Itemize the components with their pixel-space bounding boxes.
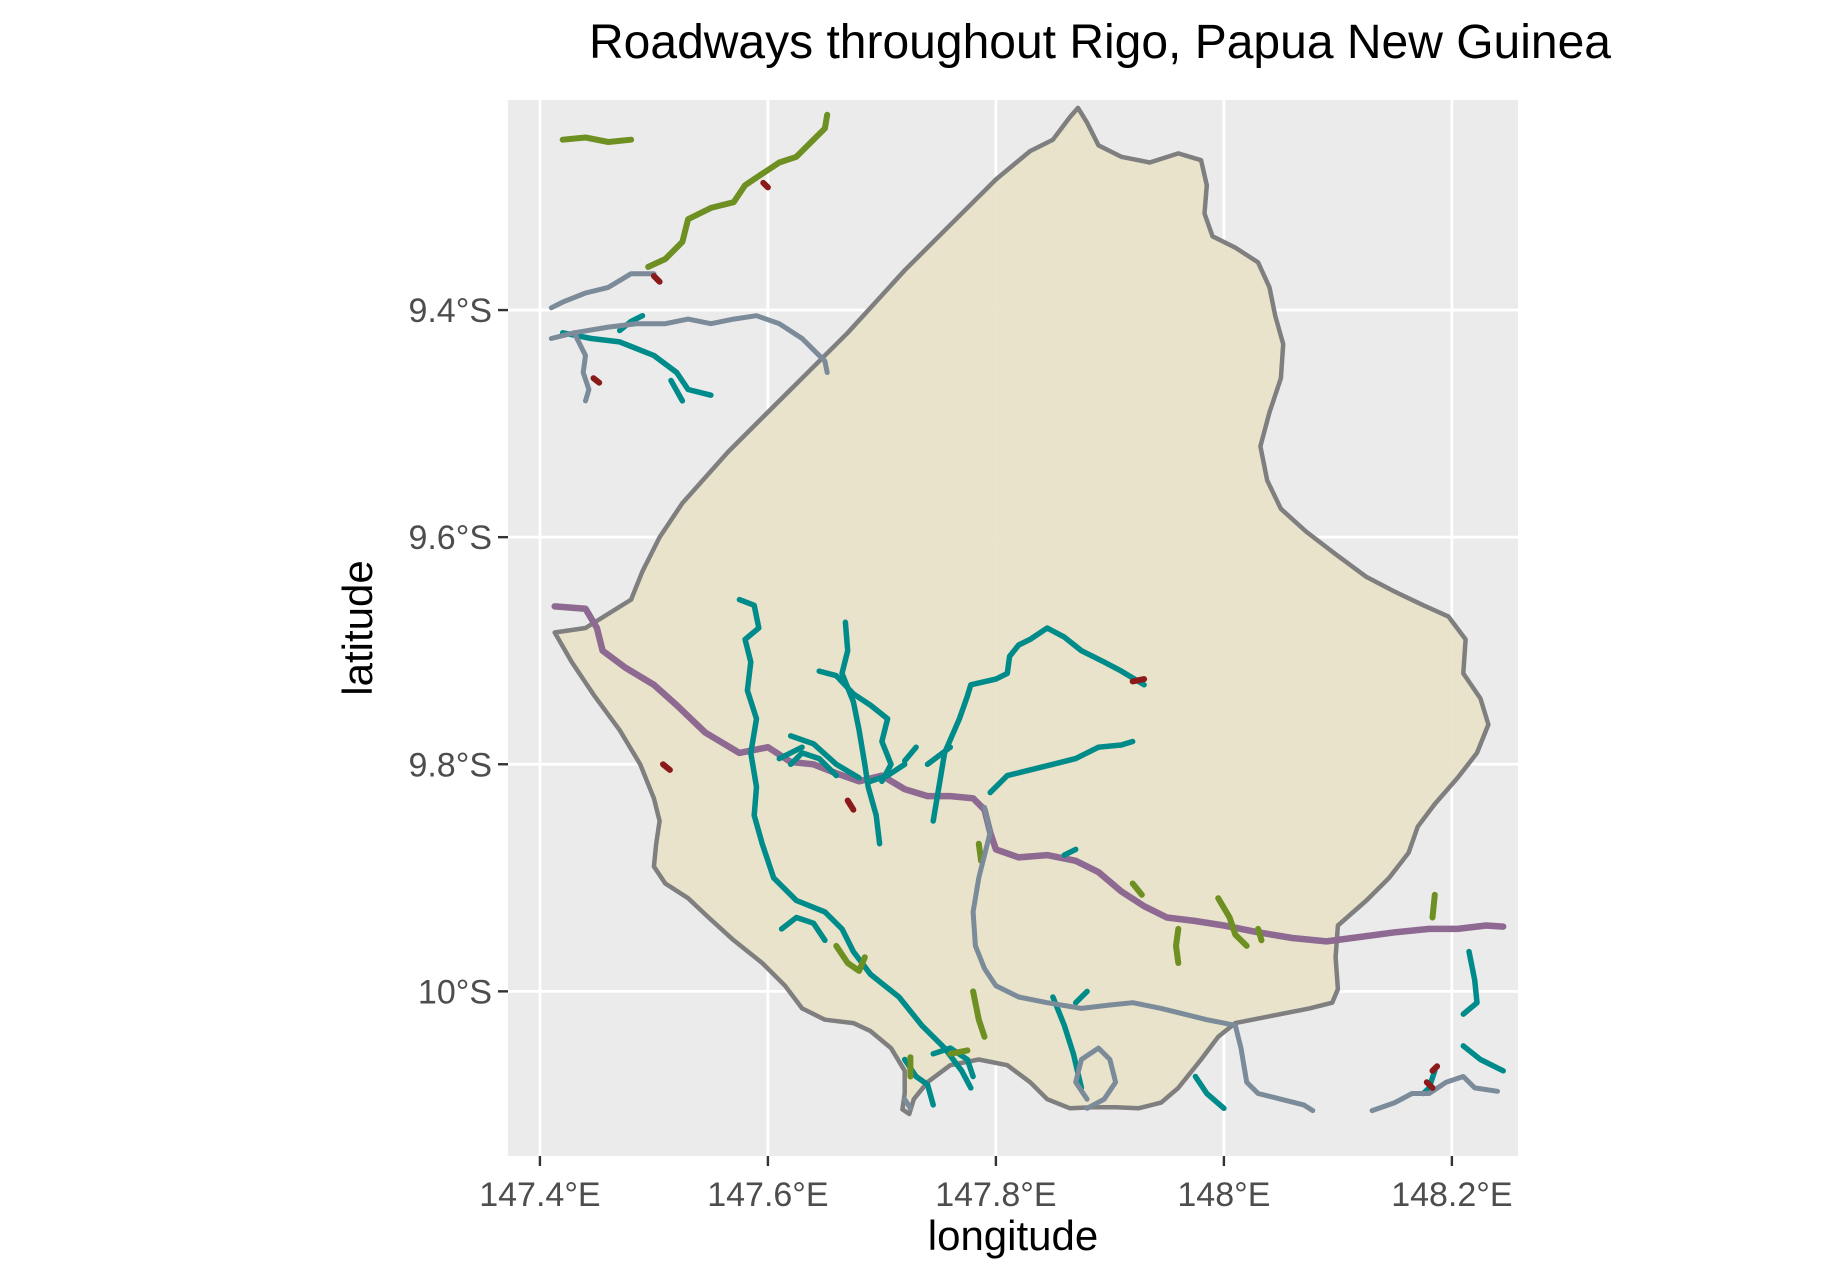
x-tick-label: 148.2°E bbox=[1391, 1176, 1512, 1214]
road-tertiary bbox=[924, 744, 954, 768]
road-tertiary bbox=[787, 733, 862, 781]
road-tertiary bbox=[776, 744, 805, 762]
x-tick-label: 147.4°E bbox=[479, 1176, 600, 1214]
x-axis-title: longitude bbox=[928, 1212, 1098, 1259]
road-tertiary bbox=[1072, 988, 1090, 1006]
road-tertiary bbox=[668, 377, 686, 404]
road-other bbox=[660, 761, 673, 773]
road-unclassified bbox=[548, 313, 830, 375]
road-tertiary bbox=[1061, 846, 1079, 858]
road-tertiary bbox=[778, 914, 828, 944]
road-tertiary bbox=[787, 750, 840, 779]
road-unclassified bbox=[1073, 1045, 1119, 1111]
road-tertiary bbox=[559, 330, 714, 398]
road-secondary bbox=[645, 111, 831, 270]
road-tertiary bbox=[839, 619, 883, 847]
y-tick-label: 9.4°S bbox=[408, 292, 492, 330]
road-secondary bbox=[559, 134, 635, 145]
road-tertiary bbox=[1460, 1043, 1506, 1074]
road-other bbox=[760, 179, 771, 191]
x-tick-label: 147.6°E bbox=[707, 1176, 828, 1214]
road-secondary bbox=[1173, 925, 1182, 966]
road-unclassified bbox=[1369, 1074, 1500, 1114]
road-other bbox=[844, 797, 857, 813]
road-unclassified bbox=[970, 804, 1316, 1114]
road-tertiary bbox=[867, 761, 908, 785]
district-layer bbox=[552, 105, 1491, 1117]
road-tertiary bbox=[736, 596, 974, 1091]
x-tick-label: 148°E bbox=[1177, 1176, 1270, 1214]
road-secondary bbox=[970, 988, 988, 1040]
road-unclassified bbox=[902, 1096, 913, 1111]
road-other bbox=[590, 375, 603, 386]
road-other bbox=[1129, 676, 1148, 685]
road-secondary bbox=[1129, 880, 1145, 898]
road-tertiary bbox=[901, 744, 919, 764]
y-tick-label: 9.8°S bbox=[408, 746, 492, 784]
chart-title: Roadways throughout Rigo, Papua New Guin… bbox=[589, 16, 1611, 69]
road-secondary bbox=[975, 840, 985, 864]
axis-ticks: 147.4°E 147.6°E 147.8°E 148°E 148.2°E 9.4°S 9.… bbox=[408, 292, 1512, 1214]
road-tertiary bbox=[1460, 948, 1480, 1017]
y-tick-label: 9.6°S bbox=[408, 519, 492, 557]
road-tertiary bbox=[930, 625, 1147, 824]
road-unclassified bbox=[548, 271, 657, 311]
road-other bbox=[1423, 1079, 1436, 1091]
road-secondary bbox=[833, 942, 868, 974]
road-other bbox=[650, 273, 663, 285]
x-tick-label: 147.8°E bbox=[935, 1176, 1056, 1214]
district-boundary-rigo bbox=[552, 105, 1491, 1117]
road-unclassified bbox=[571, 330, 592, 404]
road-layer bbox=[548, 111, 1507, 1114]
y-axis-title: latitude bbox=[334, 560, 381, 695]
road-other bbox=[1429, 1063, 1441, 1074]
road-tertiary bbox=[1192, 1073, 1227, 1112]
y-tick-label: 10°S bbox=[418, 973, 492, 1011]
road-secondary bbox=[1429, 891, 1438, 921]
road-secondary bbox=[947, 1047, 971, 1057]
road-secondary bbox=[1255, 925, 1265, 944]
road-secondary bbox=[1215, 895, 1250, 949]
road-tertiary bbox=[816, 668, 894, 785]
road-tertiary bbox=[987, 738, 1136, 796]
